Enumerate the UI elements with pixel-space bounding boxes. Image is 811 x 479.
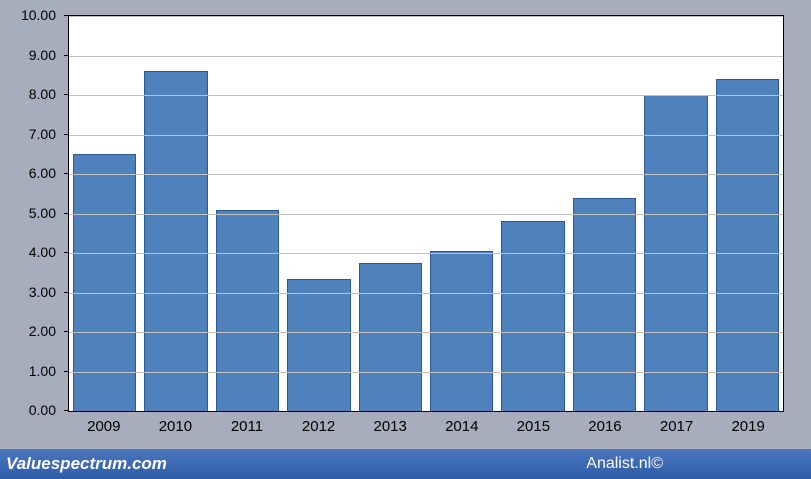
y-axis: 0.00 1.00 2.00 3.00 4.00 5.00 6.00 7.00 8.00 9.00… [0, 7, 68, 418]
y-axis-tick [64, 252, 68, 253]
gridline [69, 134, 783, 136]
watermark-valuespectrum: Valuespectrum.com [6, 454, 167, 473]
bar-slot [355, 16, 426, 411]
bar-slot [569, 16, 640, 411]
y-axis-tick [64, 410, 68, 411]
y-axis-tick [64, 212, 68, 214]
y-axis-tick [64, 94, 68, 95]
gridline [69, 95, 783, 96]
y-axis-label: 2.00 [28, 323, 56, 339]
bar-slot [212, 16, 283, 411]
bar [287, 278, 351, 411]
bar [215, 209, 280, 411]
plot-area [68, 15, 784, 412]
y-axis-tick [64, 54, 68, 56]
gridline [69, 253, 783, 254]
x-axis-label: 2017 [659, 418, 694, 435]
y-axis-label: 6.00 [28, 165, 56, 181]
gridline [69, 371, 783, 373]
y-axis-tick [64, 370, 68, 372]
gridline [69, 213, 783, 215]
x-axis: 2009 2010 2011 2012 2013 2014 2015 2016 2017 2019 [68, 418, 784, 435]
bar-slot [426, 16, 497, 411]
bar-slot [140, 16, 211, 411]
y-axis-label: 8.00 [28, 86, 56, 102]
y-axis-tick [64, 291, 68, 293]
y-axis-label: 4.00 [28, 244, 56, 260]
y-axis-tick [64, 331, 68, 332]
y-axis-tick [64, 15, 68, 16]
x-axis-label: 2009 [87, 418, 121, 435]
bar [144, 71, 208, 411]
y-axis-tick [64, 173, 68, 174]
x-axis-label: 2010 [158, 418, 193, 435]
y-axis-label: 10.00 [20, 7, 56, 23]
bar [73, 154, 137, 411]
y-axis-label: 0.00 [28, 402, 56, 418]
x-axis-label: 2012 [301, 418, 336, 435]
y-axis-label: 3.00 [28, 283, 56, 300]
y-axis-label: 7.00 [28, 125, 56, 142]
bar [501, 221, 565, 411]
x-axis-label: 2013 [373, 418, 407, 435]
gridline [69, 292, 783, 294]
x-axis-label: 2014 [445, 418, 479, 435]
x-axis-label: 2011 [230, 418, 264, 435]
gridline [69, 16, 783, 17]
bar [572, 197, 637, 411]
gridline [69, 55, 783, 57]
gridline [69, 332, 783, 333]
footer-bar: Valuespectrum.com Analist.nl© [0, 449, 811, 479]
bar-slot [283, 16, 354, 411]
x-axis-label: 2015 [516, 418, 551, 435]
y-axis-tick [64, 133, 68, 135]
gridline [69, 174, 783, 175]
y-axis-label: 9.00 [28, 46, 56, 63]
x-axis-label: 2016 [588, 418, 622, 435]
bar [358, 262, 423, 411]
bar-slot [69, 16, 140, 411]
watermark-analist: Analist.nl© [586, 455, 663, 472]
x-axis-label: 2019 [731, 418, 765, 435]
y-axis-label: 1.00 [28, 362, 56, 379]
bar [430, 251, 494, 411]
bar [715, 79, 780, 411]
y-axis-label: 5.00 [28, 204, 56, 221]
